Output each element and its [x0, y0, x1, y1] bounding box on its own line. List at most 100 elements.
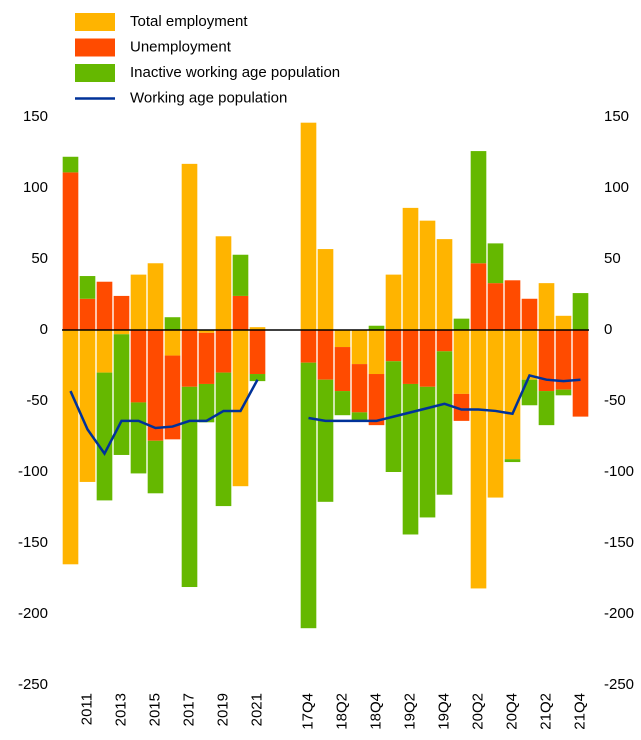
bar [232, 295, 249, 330]
bar [402, 383, 419, 535]
bar [368, 374, 385, 426]
x-tick-label: 19Q2 [401, 693, 418, 730]
bar [402, 207, 419, 330]
bar [300, 330, 317, 363]
x-tick-label: 18Q2 [333, 693, 350, 730]
bar [79, 298, 96, 330]
bar [470, 151, 487, 264]
y-tick-label: -150 [18, 534, 48, 551]
y-tick-label: -100 [18, 463, 48, 480]
bar [164, 317, 181, 330]
y2-tick-label: -50 [604, 392, 626, 409]
legend-label: Total employment [130, 13, 248, 30]
bar [62, 330, 79, 565]
bar [470, 330, 487, 589]
bar [232, 330, 249, 487]
y2-tick-label: -100 [604, 463, 634, 480]
bar [436, 239, 453, 330]
x-tick-label: 20Q4 [503, 693, 520, 730]
bar [521, 330, 538, 380]
bar [436, 330, 453, 352]
x-tick-label: 18Q4 [367, 693, 384, 730]
x-tick-label: 2011 [78, 693, 95, 725]
legend-label: Unemployment [130, 38, 232, 55]
bar [521, 298, 538, 330]
bar [215, 236, 232, 330]
bar [334, 347, 351, 392]
bar [572, 293, 589, 330]
bar [504, 459, 521, 463]
bar [198, 330, 215, 333]
bar [351, 412, 368, 421]
bar [351, 330, 368, 365]
bar [385, 330, 402, 362]
y-tick-label: 50 [31, 250, 48, 267]
x-tick-label: 2019 [214, 693, 231, 726]
bar [419, 220, 436, 330]
y2-tick-label: 100 [604, 179, 629, 196]
bar [181, 163, 198, 330]
bar [130, 330, 147, 403]
x-tick-label: 2021 [248, 693, 265, 726]
y2-tick-label: -200 [604, 605, 634, 622]
x-tick-label: 21Q2 [537, 693, 554, 730]
bar [96, 372, 113, 501]
bar [334, 330, 351, 348]
bar [147, 263, 164, 330]
bar [436, 351, 453, 495]
y2-tick-label: 0 [604, 321, 612, 338]
bar [198, 383, 215, 423]
bar [300, 362, 317, 629]
y2-tick-label: -150 [604, 534, 634, 551]
bar [96, 281, 113, 330]
x-tick-label: 2017 [180, 693, 197, 726]
x-tick-label: 2015 [146, 693, 163, 726]
bar [62, 172, 79, 330]
legend-swatch [75, 38, 115, 57]
x-tick-label: 2013 [112, 693, 129, 726]
bar [96, 330, 113, 373]
bar [232, 254, 249, 296]
bar [572, 330, 589, 417]
y2-tick-label: 150 [604, 108, 629, 125]
bar [385, 274, 402, 330]
bar [164, 355, 181, 440]
x-tick-label: 17Q4 [299, 693, 316, 730]
line [69, 373, 581, 456]
x-tick-label: 19Q4 [435, 693, 452, 730]
y-tick-label: -200 [18, 605, 48, 622]
legend-swatch [75, 64, 115, 82]
bar [300, 122, 317, 331]
bar [215, 330, 232, 373]
bar [504, 330, 521, 460]
bar [555, 330, 572, 390]
bar [181, 386, 198, 588]
bar [198, 332, 215, 384]
bar [504, 280, 521, 330]
bar [249, 330, 266, 375]
y-tick-label: -50 [26, 392, 48, 409]
bar [419, 386, 436, 518]
bar [453, 318, 470, 330]
bar [368, 325, 385, 330]
bar [249, 374, 266, 382]
bar [79, 276, 96, 299]
bar [470, 263, 487, 330]
x-tick-label: 20Q2 [469, 693, 486, 730]
x-tick-label: 21Q4 [571, 693, 588, 730]
bar [334, 391, 351, 416]
bar [317, 249, 334, 330]
bar [555, 315, 572, 330]
bar [453, 330, 470, 394]
bar [62, 156, 79, 173]
bar [487, 243, 504, 284]
bar [147, 330, 164, 441]
y-tick-label: 100 [23, 179, 48, 196]
bar [317, 379, 334, 502]
bar [147, 440, 164, 494]
bar [402, 330, 419, 384]
bar [79, 330, 96, 482]
legend-swatch [75, 13, 115, 31]
legend-label: Inactive working age population [130, 64, 340, 81]
y2-tick-label: 50 [604, 250, 621, 267]
